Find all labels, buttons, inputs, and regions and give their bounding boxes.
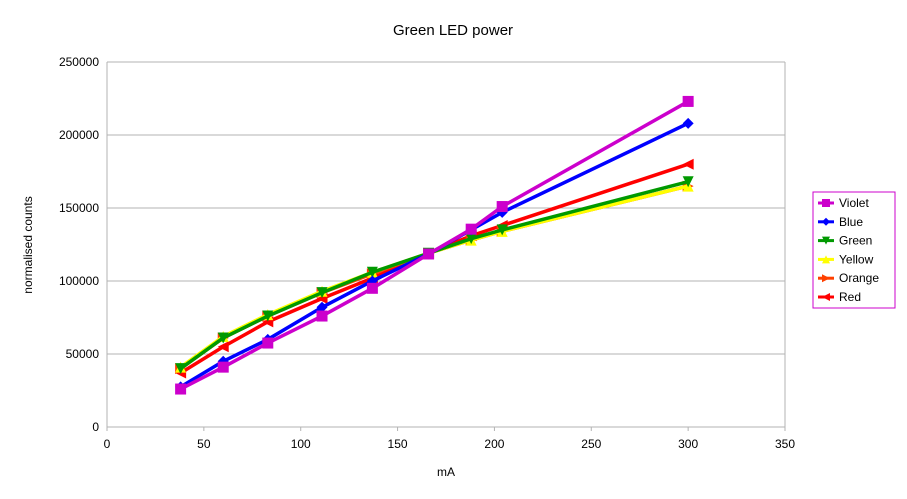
series-green (175, 176, 694, 375)
marker-square (682, 95, 694, 107)
marker-triangle-down (316, 287, 328, 299)
y-tick-label: 50000 (66, 347, 100, 361)
marker-triangle-up (822, 255, 830, 264)
x-tick-label: 50 (197, 437, 211, 451)
legend-label: Violet (839, 196, 869, 210)
marker-square (175, 383, 187, 395)
x-tick-label: 150 (388, 437, 408, 451)
marker-square (316, 310, 328, 322)
legend-label: Red (839, 290, 861, 304)
marker-triangle-down (822, 236, 830, 245)
marker-triangle-down (496, 224, 508, 236)
marker-square (262, 337, 274, 349)
x-tick-label: 300 (678, 437, 698, 451)
marker-triangle-down (682, 176, 694, 188)
marker-triangle-down (262, 310, 274, 322)
marker-square (465, 223, 477, 235)
x-tick-label: 350 (775, 437, 795, 451)
series-line (179, 184, 689, 371)
marker-triangle-left (682, 158, 694, 170)
legend-label: Blue (839, 215, 863, 229)
y-tick-label: 150000 (59, 201, 99, 215)
series-violet (175, 95, 694, 395)
x-tick-label: 100 (291, 437, 311, 451)
x-tick-label: 0 (104, 437, 111, 451)
marker-square (217, 361, 229, 373)
y-tick-label: 200000 (59, 128, 99, 142)
x-tick-label: 250 (581, 437, 601, 451)
legend-label: Orange (839, 271, 879, 285)
series-yellow (175, 180, 694, 373)
marker-square (822, 199, 830, 207)
x-tick-label: 200 (484, 437, 504, 451)
y-axis-label: normalised counts (21, 196, 35, 293)
chart-title: Green LED power (393, 22, 513, 39)
marker-triangle-down (175, 363, 187, 375)
y-tick-label: 250000 (59, 55, 99, 69)
marker-square (496, 201, 508, 213)
legend-item: Green (818, 234, 872, 248)
series-line (179, 184, 689, 369)
marker-square (366, 282, 378, 294)
legend-label: Green (839, 234, 872, 248)
series-line (179, 180, 689, 371)
y-tick-label: 100000 (59, 274, 99, 288)
marker-square (423, 248, 435, 260)
marker-diamond (682, 117, 694, 129)
legend-item: Orange (818, 271, 879, 285)
legend-item: Blue (818, 215, 863, 229)
legend-item: Yellow (818, 252, 874, 266)
series-line (179, 162, 689, 375)
legend-item: Red (818, 290, 861, 304)
x-axis-label: mA (437, 465, 455, 479)
legend-item: Violet (818, 196, 869, 210)
marker-triangle-down (465, 233, 477, 245)
marker-diamond (822, 217, 830, 226)
marker-diamond (316, 301, 328, 313)
marker-triangle-down (217, 332, 229, 344)
y-tick-label: 0 (92, 420, 99, 434)
marker-triangle-left (217, 341, 229, 353)
marker-triangle-left (822, 293, 830, 301)
legend-label: Yellow (839, 252, 874, 266)
marker-triangle-right (822, 274, 830, 283)
legend-box (812, 191, 896, 309)
marker-triangle-down (366, 266, 378, 278)
